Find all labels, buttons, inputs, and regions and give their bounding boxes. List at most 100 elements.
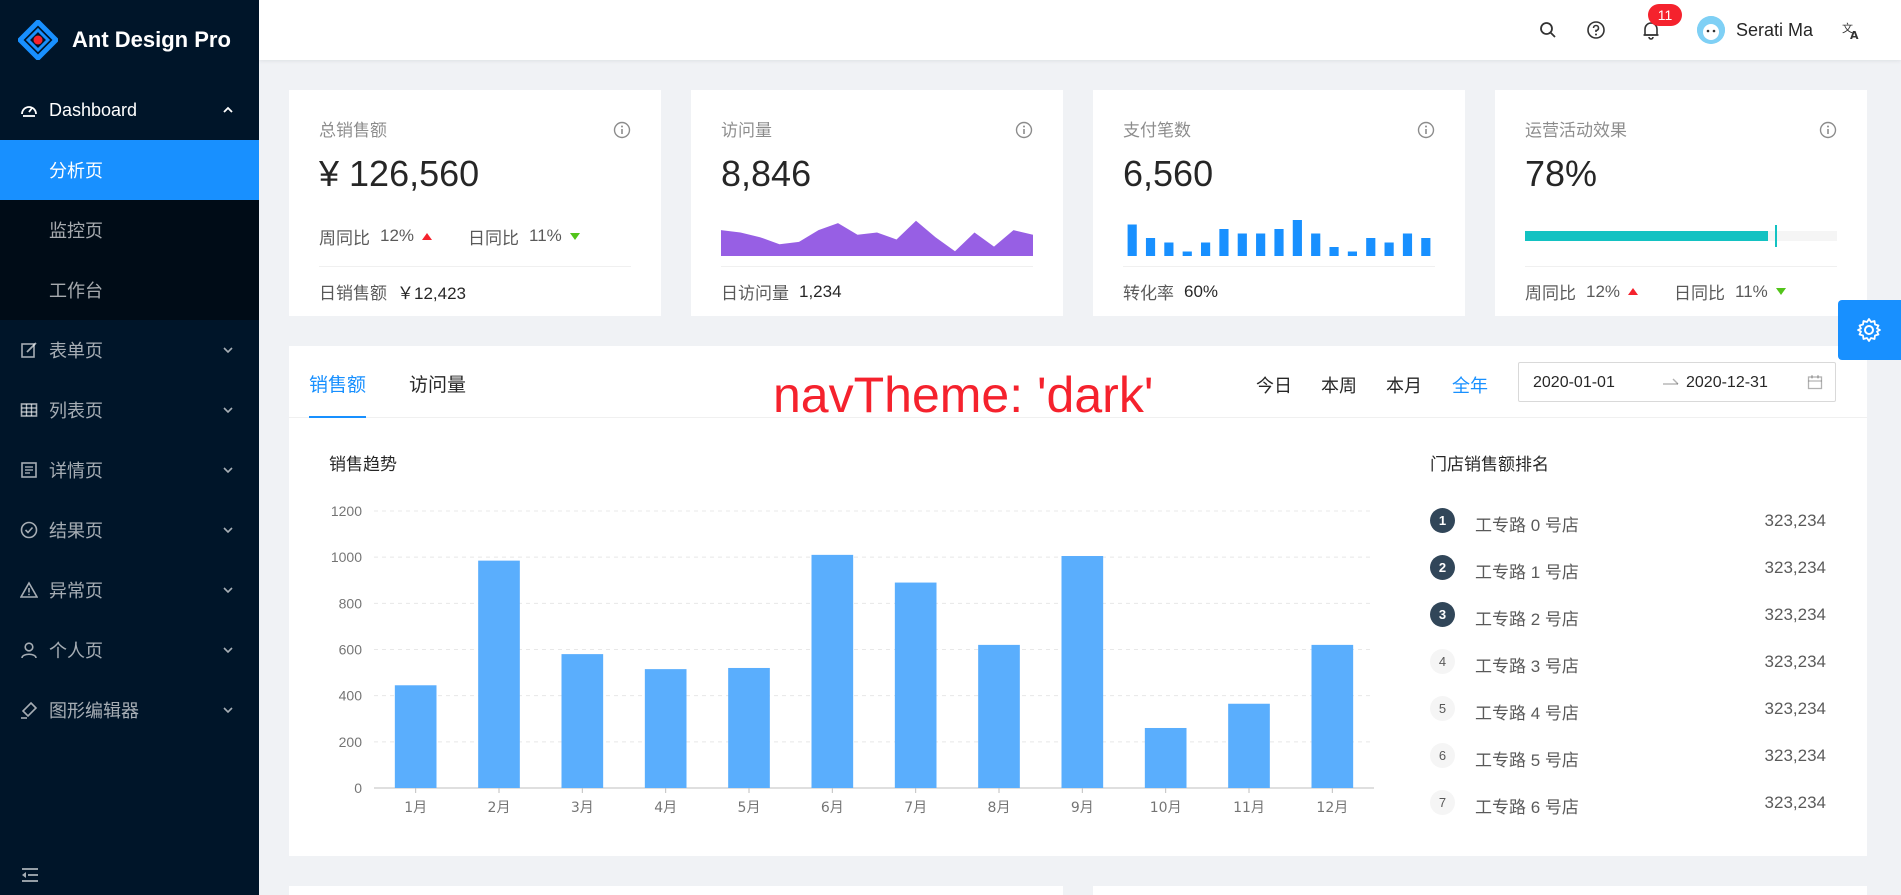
date-start[interactable]: 2020-01-01 bbox=[1533, 374, 1615, 391]
range-today[interactable]: 今日 bbox=[1256, 376, 1292, 396]
stat-value: 6,560 bbox=[1123, 153, 1214, 194]
footer-value: 1,234 bbox=[799, 281, 842, 301]
stat-progress bbox=[1525, 211, 1837, 261]
bar bbox=[1164, 242, 1174, 256]
y-tick-label: 1200 bbox=[331, 503, 362, 519]
trend-value: 11% bbox=[529, 226, 562, 245]
logo[interactable]: Ant Design Pro bbox=[0, 0, 259, 80]
swap-right-icon bbox=[1663, 378, 1679, 385]
trend-label: 日同比 bbox=[468, 228, 520, 248]
highlight-icon bbox=[20, 701, 38, 719]
trend-label: 周同比 bbox=[319, 228, 370, 248]
bar bbox=[1421, 238, 1431, 256]
footer-label: 日访问量 bbox=[721, 284, 789, 303]
avatar[interactable] bbox=[1697, 16, 1725, 44]
date-end[interactable]: 2020-12-31 bbox=[1686, 374, 1768, 391]
form-icon bbox=[20, 341, 38, 359]
bar bbox=[1311, 233, 1321, 256]
stat-card-operations: 运营活动效果 78% 周同比 12% 日同比 11% bbox=[1495, 90, 1867, 316]
stat-value: ¥ 126,560 bbox=[319, 153, 480, 194]
chevron-down-icon bbox=[223, 647, 233, 654]
store-name: 工专路 1 号店 bbox=[1475, 563, 1579, 582]
bottom-card-right bbox=[1093, 886, 1867, 895]
menu-fold-icon[interactable] bbox=[20, 865, 40, 885]
bar bbox=[644, 669, 687, 788]
trend-value: 11% bbox=[1735, 281, 1768, 301]
table-icon bbox=[20, 401, 38, 419]
info-circle-icon[interactable] bbox=[1015, 121, 1033, 139]
sidebar-item-label: 监控页 bbox=[49, 221, 103, 241]
theme-annotation: navTheme: 'dark' bbox=[773, 367, 1154, 423]
translate-icon[interactable]: 文A bbox=[1841, 20, 1861, 40]
store-value: 323,234 bbox=[1764, 558, 1826, 577]
y-tick-label: 200 bbox=[339, 734, 363, 750]
rank-number: 1 bbox=[1430, 508, 1455, 533]
sidebar-item-form[interactable]: 表单页 bbox=[0, 320, 259, 380]
footer-label: 转化率 bbox=[1123, 284, 1174, 303]
chevron-down-icon bbox=[223, 527, 233, 534]
bar bbox=[894, 582, 937, 788]
info-circle-icon[interactable] bbox=[1417, 121, 1435, 139]
list-item: 3 工专路 2 号店 323,234 bbox=[1430, 600, 1826, 630]
sidebar-item-list[interactable]: 列表页 bbox=[0, 380, 259, 440]
week-trend: 周同比 12% bbox=[319, 224, 433, 249]
chevron-down-icon bbox=[223, 587, 233, 594]
week-trend: 周同比 12% bbox=[1525, 279, 1639, 304]
sales-trend-chart: 0 200 400 600 800 1000 1200 1月 2月 3月 4月 5月 6月 7月 8月 9月 1… bbox=[331, 503, 1374, 816]
trend-value: 12% bbox=[380, 226, 415, 245]
bar bbox=[1311, 644, 1354, 788]
ant-design-logo-icon bbox=[18, 20, 58, 60]
chevron-down-icon bbox=[223, 347, 233, 354]
range-week[interactable]: 本周 bbox=[1321, 376, 1357, 396]
list-item: 2 工专路 1 号店 323,234 bbox=[1430, 553, 1826, 583]
bar bbox=[1256, 233, 1266, 256]
sidebar-item-dashboard[interactable]: Dashboard bbox=[0, 80, 259, 140]
sidebar-item-label: 异常页 bbox=[49, 581, 103, 601]
sidebar-item-label: 个人页 bbox=[49, 641, 103, 661]
sidebar-item-editor[interactable]: 图形编辑器 bbox=[0, 680, 259, 740]
sidebar-item-label: 分析页 bbox=[49, 161, 103, 181]
date-range-picker[interactable]: 2020-01-01 2020-12-31 bbox=[1518, 362, 1836, 402]
bar bbox=[1366, 238, 1376, 256]
mini-bar-chart bbox=[1127, 220, 1431, 256]
area-series bbox=[721, 220, 1033, 256]
user-icon bbox=[20, 641, 38, 659]
search-icon[interactable] bbox=[1538, 20, 1558, 40]
footer-value: 60% bbox=[1184, 281, 1219, 301]
footer-value: ￥12,423 bbox=[397, 284, 466, 303]
stat-footer: 周同比 12% 日同比 11% bbox=[1525, 266, 1837, 316]
logo-title: Ant Design Pro bbox=[72, 27, 231, 52]
x-tick-label: 12月 bbox=[1316, 800, 1348, 816]
tab-visits[interactable]: 访问量 bbox=[409, 375, 467, 396]
question-circle-icon[interactable] bbox=[1586, 20, 1606, 40]
bar bbox=[1228, 703, 1270, 788]
sales-tabs: 销售额 访问量 今日 本周 本月 全年 2020-01-01 2020-12-3… bbox=[289, 346, 1867, 418]
tab-sales[interactable]: 销售额 bbox=[309, 370, 367, 418]
trend-label: 周同比 bbox=[1525, 284, 1576, 303]
sidebar-item-monitor[interactable]: 监控页 bbox=[0, 200, 259, 260]
bar bbox=[1182, 251, 1192, 256]
sidebar-item-result[interactable]: 结果页 bbox=[0, 500, 259, 560]
info-circle-icon[interactable] bbox=[613, 121, 631, 139]
settings-drawer-button[interactable] bbox=[1838, 300, 1901, 360]
sidebar-item-account[interactable]: 个人页 bbox=[0, 620, 259, 680]
info-circle-icon[interactable] bbox=[1819, 121, 1837, 139]
x-tick-label: 6月 bbox=[821, 800, 844, 816]
bar bbox=[1144, 727, 1187, 788]
stat-footer: 日访问量 1,234 bbox=[721, 266, 1033, 316]
username[interactable]: Serati Ma bbox=[1736, 20, 1814, 40]
sidebar-item-exception[interactable]: 异常页 bbox=[0, 560, 259, 620]
sidebar-item-analysis[interactable]: 分析页 bbox=[0, 140, 259, 200]
range-year[interactable]: 全年 bbox=[1452, 376, 1488, 396]
store-value: 323,234 bbox=[1764, 652, 1826, 671]
stat-title: 总销售额 bbox=[319, 121, 387, 140]
bar bbox=[1201, 242, 1211, 256]
range-month[interactable]: 本月 bbox=[1386, 376, 1422, 396]
rank-number: 7 bbox=[1430, 790, 1455, 815]
sidebar-item-profile[interactable]: 详情页 bbox=[0, 440, 259, 500]
calendar-icon bbox=[1807, 375, 1823, 390]
sidebar-item-label: 详情页 bbox=[49, 461, 103, 481]
sidebar-item-workplace[interactable]: 工作台 bbox=[0, 260, 259, 320]
list-item: 4 工专路 3 号店 323,234 bbox=[1430, 647, 1826, 677]
bar bbox=[728, 667, 770, 788]
